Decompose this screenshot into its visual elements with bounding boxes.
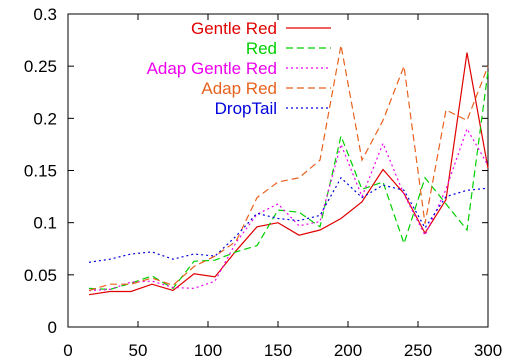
y-tick-label: 0.3 <box>33 5 57 24</box>
series-line-gentle-red <box>88 52 489 296</box>
series-line-red <box>88 71 489 291</box>
series-line-adap-red <box>88 45 489 292</box>
series-line-droptail <box>88 176 489 263</box>
legend-label: Adap Gentle Red <box>147 59 277 78</box>
plot-series <box>88 45 489 296</box>
x-tick-label: 300 <box>474 341 502 360</box>
x-tick-label: 100 <box>194 341 222 360</box>
y-tick-label: 0.05 <box>24 266 57 285</box>
x-tick-label: 200 <box>334 341 362 360</box>
plot-frame <box>67 13 489 328</box>
legend-label: Red <box>246 39 277 58</box>
series-line-adap-gentle-red <box>88 127 489 292</box>
legend-label: Adap Red <box>201 79 277 98</box>
y-tick-label: 0.2 <box>33 109 57 128</box>
y-tick-label: 0.1 <box>33 214 57 233</box>
axes: 0 50 100 150 200 250 300 0 0.05 0.1 0.15 0.2 0.25 0.3 <box>24 5 502 360</box>
y-tick-label: 0.15 <box>24 162 57 181</box>
y-tick-label: 0.25 <box>24 57 57 76</box>
x-tick-label: 50 <box>129 341 148 360</box>
x-tick-label: 150 <box>264 341 292 360</box>
legend-label: Gentle Red <box>191 19 277 38</box>
y-tick-label: 0 <box>48 318 57 337</box>
x-tick-label: 250 <box>404 341 432 360</box>
x-tick-label: 0 <box>63 341 72 360</box>
legend-label: DropTail <box>215 99 277 118</box>
